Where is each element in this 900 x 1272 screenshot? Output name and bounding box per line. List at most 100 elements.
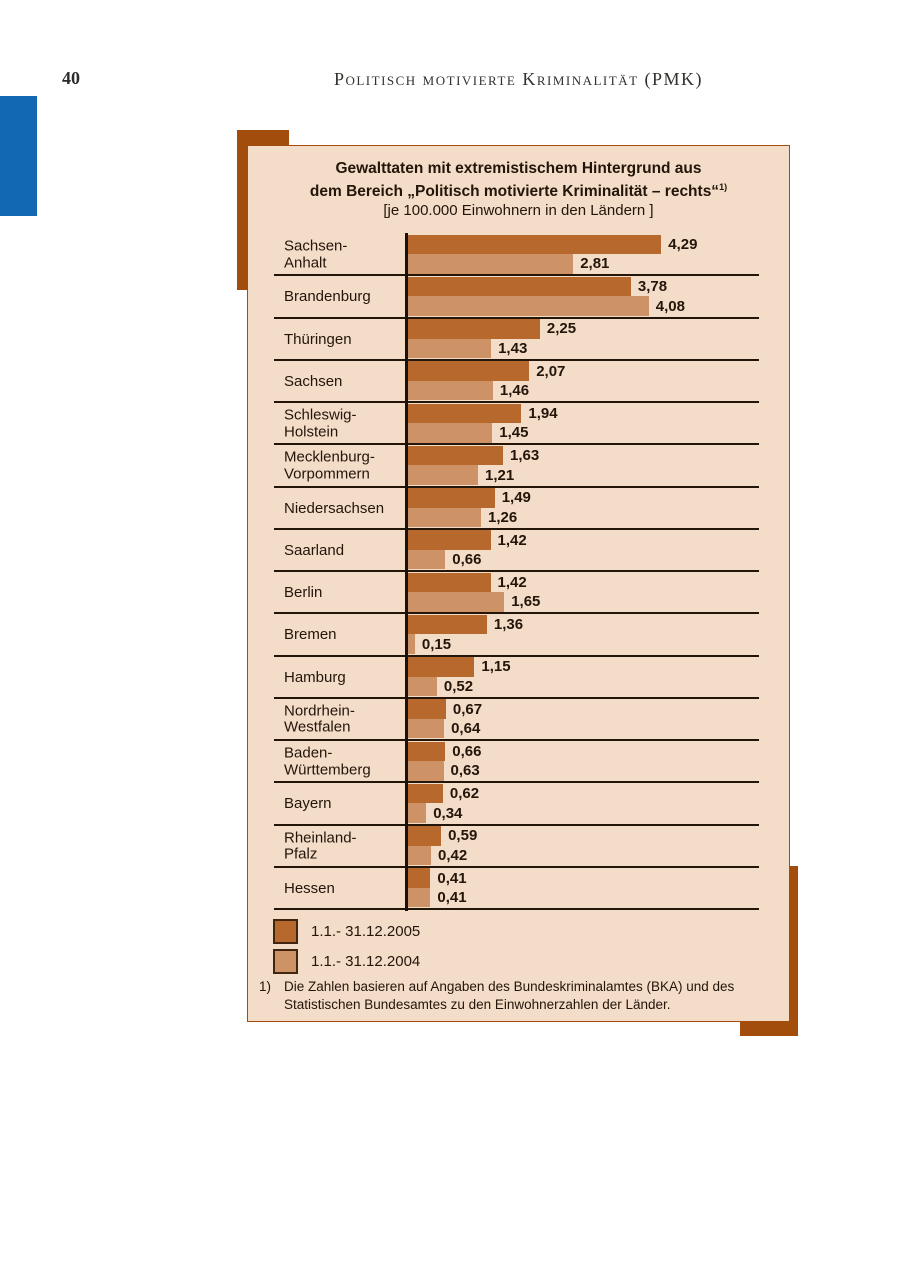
bar-line: 1,46 bbox=[406, 380, 565, 401]
state-label: Niedersachsen bbox=[284, 500, 402, 517]
bar-pair: 1,15 0,52 bbox=[406, 657, 511, 697]
bar-2004 bbox=[406, 718, 445, 739]
state-label: Rheinland- Pfalz bbox=[284, 830, 402, 863]
bar-value-label: 0,66 bbox=[452, 551, 482, 569]
bar-line: 2,81 bbox=[406, 254, 698, 274]
legend-swatch-2005 bbox=[273, 919, 298, 944]
bar-line: 0,15 bbox=[406, 634, 523, 654]
bar-line: 1,26 bbox=[406, 507, 531, 528]
state-label: Sachsen- Anhalt bbox=[284, 237, 402, 272]
bar-value-label: 0,42 bbox=[438, 846, 468, 864]
state-label-line: Rheinland- bbox=[284, 829, 357, 847]
legend-swatch-2004 bbox=[273, 949, 298, 974]
bar-pair: 1,94 1,45 bbox=[406, 403, 558, 443]
bar-value-label: 0,52 bbox=[443, 677, 474, 695]
bar-2004 bbox=[406, 592, 505, 612]
row-separator bbox=[274, 865, 759, 868]
state-label-line: Württemberg bbox=[284, 761, 371, 779]
state-label: Brandenburg bbox=[284, 289, 402, 306]
state-label-line: Vorpommern bbox=[284, 465, 370, 483]
bar-pair: 0,41 0,41 bbox=[406, 868, 467, 908]
state-label-line: Sachsen bbox=[284, 372, 343, 390]
chart-title-line2: dem Bereich „Politisch motivierte Krimin… bbox=[309, 182, 728, 201]
state-label-line: Baden- bbox=[284, 744, 333, 762]
state-label-line: Niedersachsen bbox=[284, 499, 385, 517]
bar-line: 0,67 bbox=[406, 699, 482, 719]
bar-value-label: 0,66 bbox=[452, 742, 482, 760]
bar-pair: 0,66 0,63 bbox=[406, 741, 482, 781]
state-label-line: Hessen bbox=[284, 879, 335, 897]
bar-2004 bbox=[406, 380, 493, 401]
bar-value-label: 0,34 bbox=[433, 804, 463, 822]
state-label-line: Westfalen bbox=[284, 718, 351, 736]
bar-2004 bbox=[406, 338, 492, 359]
row-separator bbox=[274, 358, 759, 361]
bar-2005 bbox=[406, 699, 446, 719]
state-label-line: Bayern bbox=[284, 795, 332, 813]
bar-line: 1,45 bbox=[406, 423, 558, 443]
chart-footnote: 1) Die Zahlen basieren auf Angaben des B… bbox=[259, 978, 739, 1013]
row-separator bbox=[274, 781, 759, 784]
bar-pair: 0,59 0,42 bbox=[406, 826, 477, 866]
bar-line: 4,08 bbox=[406, 296, 685, 316]
bar-value-label: 1,26 bbox=[488, 508, 518, 526]
bar-2005 bbox=[406, 868, 431, 888]
bar-2005 bbox=[406, 276, 631, 297]
state-label: Berlin bbox=[284, 584, 402, 602]
chart-row: Thüringen 2,25 1,43 bbox=[248, 319, 789, 361]
state-label-line: Hamburg bbox=[284, 668, 346, 686]
chart-row: Rheinland- Pfalz 0,59 0,42 bbox=[248, 826, 789, 868]
bar-value-label: 0,59 bbox=[448, 827, 478, 845]
bar-2004 bbox=[406, 549, 446, 570]
bar-2004 bbox=[406, 887, 431, 908]
chart-axis-line bbox=[405, 233, 408, 911]
bar-pair: 2,07 1,46 bbox=[406, 361, 565, 401]
chart-row: Sachsen 2,07 1,46 bbox=[248, 361, 789, 403]
bar-2005 bbox=[406, 403, 522, 424]
chart-row: Mecklenburg- Vorpommern 1,63 1,21 bbox=[248, 445, 789, 488]
bar-line: 1,63 bbox=[406, 445, 539, 466]
bar-pair: 0,67 0,64 bbox=[406, 699, 482, 739]
chart-row: Brandenburg 3,78 4,08 bbox=[248, 276, 789, 319]
corner-accent-bottom-right-horizontal bbox=[740, 1020, 798, 1036]
state-label: Hessen bbox=[284, 879, 402, 898]
bar-value-label: 3,78 bbox=[637, 278, 668, 296]
page-number: 40 bbox=[62, 68, 80, 88]
bar-2005 bbox=[406, 741, 446, 762]
bar-pair: 1,36 0,15 bbox=[406, 614, 523, 654]
bar-pair: 0,62 0,34 bbox=[406, 783, 480, 823]
bar-line: 0,62 bbox=[406, 783, 480, 804]
bar-line: 1,49 bbox=[406, 488, 531, 508]
row-separator bbox=[274, 696, 759, 699]
bar-2004 bbox=[406, 423, 493, 443]
bar-2005 bbox=[406, 826, 442, 846]
row-separator bbox=[274, 823, 759, 826]
bar-2005 bbox=[406, 234, 662, 255]
bar-2005 bbox=[406, 319, 540, 339]
bar-2004 bbox=[406, 845, 431, 866]
chart-subtitle: [je 100.000 Einwohnern in den Ländern ] bbox=[383, 202, 654, 220]
bar-pair: 1,42 1,65 bbox=[406, 572, 540, 612]
bar-pair: 2,25 1,43 bbox=[406, 319, 576, 359]
row-separator bbox=[274, 401, 759, 403]
bar-2004 bbox=[406, 676, 437, 697]
row-separator bbox=[274, 316, 759, 319]
bar-2005 bbox=[406, 361, 530, 381]
state-label-line: Sachsen- bbox=[284, 237, 348, 255]
state-label: Schleswig- Holstein bbox=[284, 407, 402, 441]
bar-line: 0,64 bbox=[406, 718, 482, 739]
row-separator bbox=[274, 527, 759, 530]
bar-value-label: 4,08 bbox=[655, 297, 685, 315]
chart-row: Hamburg 1,15 0,52 bbox=[248, 657, 789, 699]
bar-value-label: 0,41 bbox=[437, 889, 467, 907]
bar-pair: 1,49 1,26 bbox=[406, 488, 531, 528]
bar-2005 bbox=[406, 614, 487, 635]
bar-line: 0,59 bbox=[406, 826, 477, 846]
chart-row: Berlin 1,42 1,65 bbox=[248, 572, 789, 615]
bar-2004 bbox=[406, 803, 427, 823]
bar-value-label: 0,62 bbox=[449, 785, 480, 803]
bar-line: 2,25 bbox=[406, 319, 576, 339]
state-label-line: Thüringen bbox=[284, 330, 352, 348]
bar-2005 bbox=[406, 657, 475, 677]
bar-pair: 4,29 2,81 bbox=[406, 234, 698, 274]
